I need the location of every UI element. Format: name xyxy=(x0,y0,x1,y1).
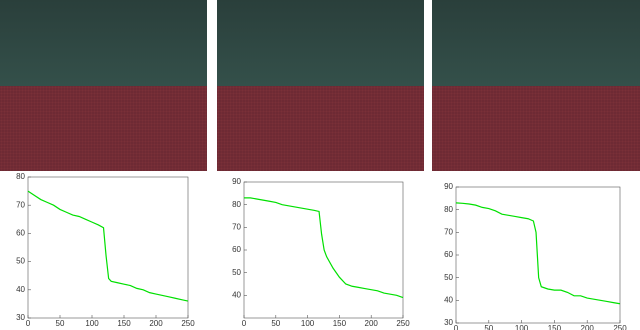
x-tick-label: 50 xyxy=(484,324,493,330)
y-tick-label: 60 xyxy=(16,229,25,238)
x-tick-label: 200 xyxy=(581,324,595,330)
y-tick-label: 60 xyxy=(232,245,241,254)
data-line xyxy=(244,197,404,299)
photo xyxy=(0,0,207,171)
x-tick-label: 0 xyxy=(26,319,31,328)
y-tick-label: 90 xyxy=(444,182,453,191)
x-tick-label: 200 xyxy=(365,319,379,328)
y-tick-label: 80 xyxy=(444,205,453,214)
x-tick-label: 150 xyxy=(117,319,131,328)
x-tick-label: 200 xyxy=(149,319,163,328)
y-tick-label: 40 xyxy=(16,285,25,294)
y-tick-label: 50 xyxy=(444,273,453,282)
x-tick-label: 100 xyxy=(301,319,315,328)
y-tick-label: 30 xyxy=(444,318,453,327)
x-tick-label: 50 xyxy=(56,319,65,328)
x-tick-label: 100 xyxy=(85,319,99,328)
x-tick-label: 250 xyxy=(396,319,410,328)
y-tick-label: 80 xyxy=(232,200,241,209)
photo xyxy=(217,0,424,171)
x-tick-label: 150 xyxy=(548,324,562,330)
data-line xyxy=(455,202,621,305)
x-tick-label: 0 xyxy=(242,319,247,328)
x-tick-label: 250 xyxy=(181,319,195,328)
x-tick-label: 150 xyxy=(333,319,347,328)
y-tick-label: 40 xyxy=(444,295,453,304)
x-tick-label: 100 xyxy=(515,324,529,330)
y-tick-label: 80 xyxy=(16,172,25,181)
y-tick-label: 50 xyxy=(232,268,241,277)
plot-frame xyxy=(243,181,404,319)
x-tick-label: 0 xyxy=(454,324,459,330)
y-tick-label: 50 xyxy=(16,257,25,266)
x-tick-label: 250 xyxy=(613,324,627,330)
data-line xyxy=(27,190,189,302)
y-tick-label: 70 xyxy=(232,222,241,231)
y-tick-label: 70 xyxy=(16,200,25,209)
y-tick-label: 30 xyxy=(16,313,25,322)
photo xyxy=(432,0,640,171)
y-tick-label: 90 xyxy=(232,177,241,186)
y-tick-label: 70 xyxy=(444,227,453,236)
y-tick-label: 40 xyxy=(232,290,241,299)
y-tick-label: 60 xyxy=(444,250,453,259)
plot-frame xyxy=(27,176,189,319)
x-tick-label: 50 xyxy=(271,319,280,328)
